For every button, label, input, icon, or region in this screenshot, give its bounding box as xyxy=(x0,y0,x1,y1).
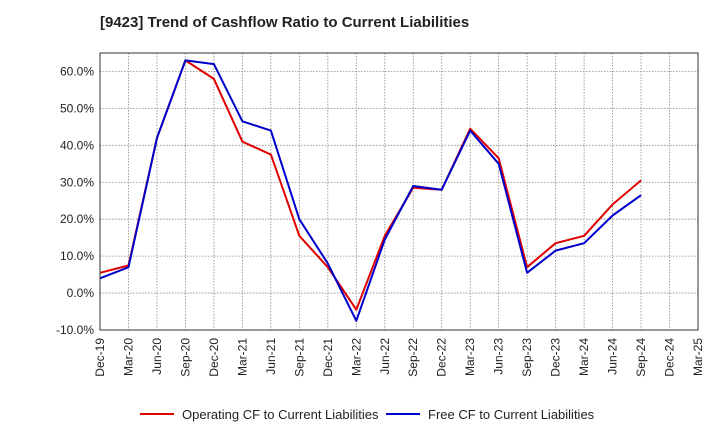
x-tick-label: Dec-23 xyxy=(549,338,563,377)
y-tick-label: 40.0% xyxy=(60,138,94,152)
x-tick-label: Dec-24 xyxy=(663,338,677,377)
legend-label: Operating CF to Current Liabilities xyxy=(182,407,379,422)
x-tick-label: Dec-22 xyxy=(435,338,449,377)
legend: Operating CF to Current Liabilities Free … xyxy=(140,407,595,422)
x-tick-label: Sep-22 xyxy=(406,338,420,377)
x-tick-label: Dec-21 xyxy=(321,338,335,377)
axis-labels: Dec-19 Mar-20 Jun-20 Sep-20 Dec-20 Mar-21 Jun-… xyxy=(56,64,705,376)
x-tick-label: Jun-23 xyxy=(492,338,506,375)
x-tick-label: Sep-23 xyxy=(520,338,534,377)
y-tick-label: 60.0% xyxy=(60,64,94,78)
legend-label: Free CF to Current Liabilities xyxy=(428,407,595,422)
y-tick-label: 30.0% xyxy=(60,175,94,189)
x-tick-label: Dec-19 xyxy=(93,338,107,377)
y-tick-label: 20.0% xyxy=(60,212,94,226)
y-tick-label: 0.0% xyxy=(67,286,95,300)
y-tick-label: 50.0% xyxy=(60,101,94,115)
x-tick-label: Mar-25 xyxy=(691,338,705,376)
x-tick-label: Sep-24 xyxy=(634,338,648,377)
x-tick-label: Mar-21 xyxy=(235,338,249,376)
y-tick-label: -10.0% xyxy=(56,323,94,337)
chart-title: [9423] Trend of Cashflow Ratio to Curren… xyxy=(100,14,470,31)
plot-area xyxy=(99,52,699,331)
x-tick-label: Jun-24 xyxy=(606,338,620,375)
x-tick-label: Mar-20 xyxy=(121,338,135,376)
series-line xyxy=(99,59,642,322)
x-tick-label: Sep-21 xyxy=(292,338,306,377)
grid-lines xyxy=(100,53,698,331)
x-tick-label: Jun-21 xyxy=(264,338,278,375)
y-tick-label: 10.0% xyxy=(60,249,94,263)
x-tick-label: Sep-20 xyxy=(178,338,192,377)
x-tick-label: Mar-22 xyxy=(349,338,363,376)
series-line xyxy=(99,59,642,311)
x-tick-label: Dec-20 xyxy=(207,338,221,377)
x-tick-label: Mar-24 xyxy=(577,338,591,376)
x-tick-label: Jun-20 xyxy=(150,338,164,375)
x-tick-label: Jun-22 xyxy=(378,338,392,375)
series-lines xyxy=(99,59,642,322)
x-tick-label: Mar-23 xyxy=(463,338,477,376)
